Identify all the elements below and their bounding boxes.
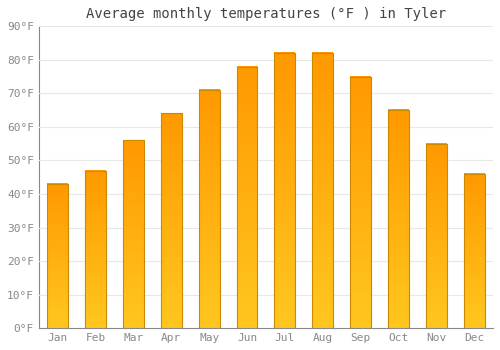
Bar <box>123 140 144 328</box>
Bar <box>236 66 258 328</box>
Bar <box>274 53 295 328</box>
Bar <box>48 184 68 328</box>
Title: Average monthly temperatures (°F ) in Tyler: Average monthly temperatures (°F ) in Ty… <box>86 7 446 21</box>
Bar <box>350 77 371 328</box>
Bar <box>388 110 409 328</box>
Bar <box>198 90 220 328</box>
Bar <box>426 144 446 328</box>
Bar <box>161 113 182 328</box>
Bar <box>85 170 106 328</box>
Bar <box>312 53 333 328</box>
Bar <box>464 174 484 328</box>
